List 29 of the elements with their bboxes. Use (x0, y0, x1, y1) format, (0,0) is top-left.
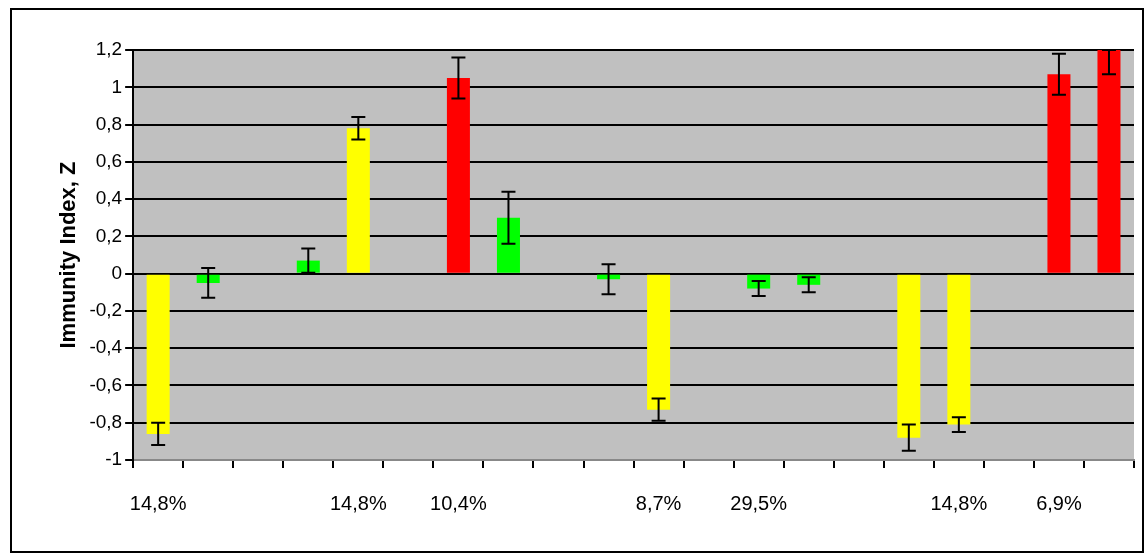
bar (1047, 74, 1071, 273)
y-tick-label: 1,2 (95, 38, 123, 60)
y-tick-label: -0,4 (89, 336, 123, 358)
bar (647, 274, 671, 410)
x-tick-label: 8,7% (635, 491, 682, 514)
y-tick-label: 0 (111, 261, 123, 283)
x-tick-label: 6,9% (1036, 491, 1082, 514)
y-tick-label: 0,6 (95, 150, 123, 172)
y-tick-label: -0,6 (89, 373, 123, 395)
bar (346, 128, 370, 273)
y-axis-title: Immunity Index, Z (55, 161, 81, 349)
bar (146, 274, 170, 434)
y-tick-label: 1 (111, 75, 123, 97)
x-tick-label: 14,8% (329, 491, 387, 514)
x-tick-label: 10,4% (430, 491, 487, 514)
bar (496, 217, 520, 273)
y-tick-label: 0,8 (95, 112, 123, 134)
x-tick-label: 14,8% (930, 491, 988, 514)
bar (947, 274, 971, 425)
bar (1097, 50, 1121, 273)
y-tick-label: 0,2 (95, 224, 123, 246)
bar (446, 77, 470, 273)
x-tick-label: 29,5% (730, 491, 788, 514)
y-tick-label: 0,4 (95, 187, 123, 209)
y-tick-label: -1 (105, 448, 123, 470)
x-tick-label: 14,8% (129, 491, 187, 514)
y-tick-label: -0,2 (89, 299, 123, 321)
y-tick-label: -0,8 (89, 410, 123, 432)
bar (897, 274, 921, 438)
